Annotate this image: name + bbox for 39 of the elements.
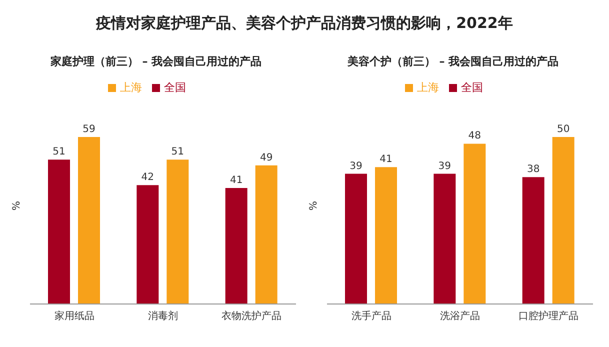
- bar: [345, 174, 367, 304]
- y-axis-title: %: [12, 200, 23, 210]
- data-label: 59: [82, 124, 96, 136]
- data-label: 49: [260, 152, 273, 164]
- data-label: 48: [468, 130, 482, 142]
- data-label: 41: [230, 174, 243, 186]
- x-tick-label: 家用纸品: [54, 310, 94, 322]
- bar: [166, 160, 189, 304]
- data-label: 51: [52, 146, 66, 158]
- data-label: 51: [171, 146, 184, 158]
- bar: [225, 188, 248, 304]
- x-tick-label: 洗浴产品: [440, 310, 480, 322]
- bar: [464, 144, 486, 304]
- x-tick-label: 洗手产品: [351, 310, 392, 322]
- legend-label: 全国: [164, 81, 186, 94]
- bar: [48, 160, 70, 304]
- legend-label: 上海: [417, 81, 439, 94]
- x-tick-label: 口腔护理产品: [518, 310, 579, 322]
- data-label: 39: [438, 160, 452, 172]
- chart-subtitle: 美容个护（前三） – 我会囤自己用过的产品: [346, 54, 560, 70]
- data-label: 39: [350, 160, 362, 172]
- bar: [434, 174, 456, 304]
- bar: [552, 137, 574, 304]
- legend-label: 全国: [461, 81, 483, 94]
- data-label: 50: [556, 124, 570, 136]
- data-label: 38: [526, 164, 540, 176]
- x-tick-label: 衣物洗护产品: [222, 310, 282, 322]
- bar: [522, 177, 544, 304]
- chart-subtitle: 家庭护理（前三） – 我会囤自己用过的产品: [49, 54, 263, 70]
- chart-title: 疫情对家庭护理产品、美容个护产品消费习惯的影响，2022年: [94, 13, 514, 34]
- legend-label: 上海: [120, 81, 142, 94]
- bar: [375, 167, 397, 304]
- x-tick-label: 消毒剂: [148, 310, 178, 322]
- bar: [136, 185, 159, 304]
- y-axis-title: %: [308, 200, 320, 210]
- data-label: 41: [380, 154, 392, 166]
- bar: [78, 137, 100, 304]
- bar: [255, 165, 278, 304]
- data-label: 42: [141, 172, 154, 184]
